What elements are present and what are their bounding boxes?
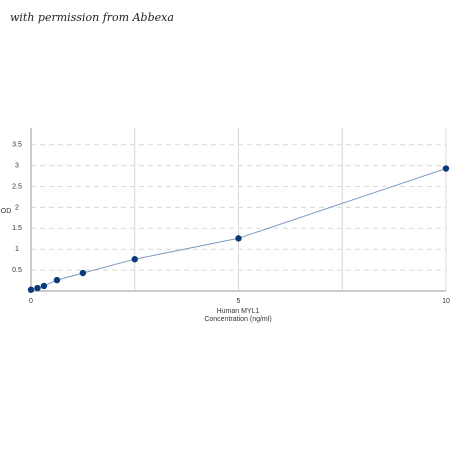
- data-point: [27, 286, 35, 293]
- data-point: [131, 256, 138, 263]
- x-tick-label: 10: [442, 298, 450, 305]
- data-point: [235, 235, 242, 242]
- y-axis-label: OD: [1, 208, 12, 215]
- y-tick-label: 0.5: [12, 267, 22, 274]
- y-tick-label: 1.5: [12, 225, 22, 232]
- y-tick-label: 2: [15, 204, 19, 211]
- y-tick-label: 2.5: [12, 183, 22, 190]
- data-point: [79, 269, 87, 277]
- x-tick-label: 0: [29, 298, 33, 305]
- data-point: [53, 276, 61, 284]
- x-tick-label: 5: [237, 298, 241, 305]
- y-tick-label: 1: [15, 246, 19, 253]
- watermark: with permission from Abbexa: [10, 11, 174, 24]
- y-tick-label: 3: [15, 162, 19, 169]
- x-axis-label: Human MYL1: [217, 308, 260, 315]
- data-point: [34, 284, 41, 292]
- data-point: [442, 165, 450, 172]
- data-point: [40, 282, 48, 290]
- x-axis-label: Concentration (ng/ml): [204, 316, 271, 323]
- y-tick-label: 3.5: [12, 142, 22, 149]
